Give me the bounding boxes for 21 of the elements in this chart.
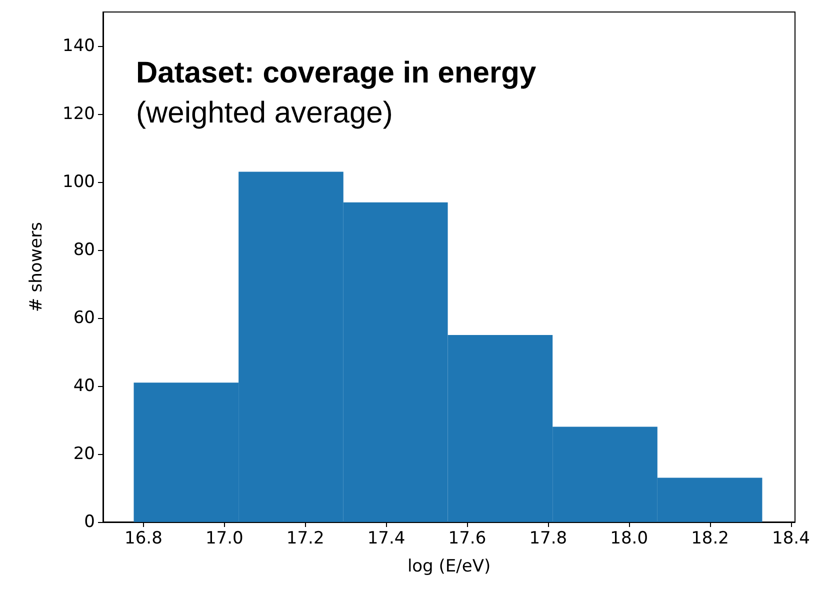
y-tick-label: 140 — [62, 36, 95, 56]
x-tick-label: 18.4 — [772, 528, 810, 548]
y-tick-label: 120 — [62, 104, 95, 124]
x-axis-title: log (E/eV) — [407, 556, 491, 576]
y-tick-label: 0 — [84, 512, 95, 532]
y-axis-title: # showers — [26, 222, 46, 312]
x-tick-label: 17.0 — [205, 528, 244, 548]
x-tick-label: 17.4 — [367, 528, 406, 548]
x-tick-label: 17.8 — [529, 528, 568, 548]
text: (weighted average) — [136, 96, 393, 130]
y-tick-label: 80 — [73, 240, 95, 260]
y-tick-label: 20 — [73, 444, 95, 464]
x-tick-label: 17.6 — [448, 528, 486, 548]
y-tick-label: 60 — [73, 308, 95, 328]
x-tick-label: 18.2 — [691, 528, 729, 548]
x-tick-label: 16.8 — [124, 528, 162, 548]
x-tick-label: 18.0 — [610, 528, 648, 548]
x-tick-label: 17.2 — [286, 528, 324, 548]
y-tick-label: 40 — [73, 376, 95, 396]
y-tick-label: 100 — [62, 172, 95, 192]
text: Dataset: coverage in energy — [136, 56, 536, 90]
